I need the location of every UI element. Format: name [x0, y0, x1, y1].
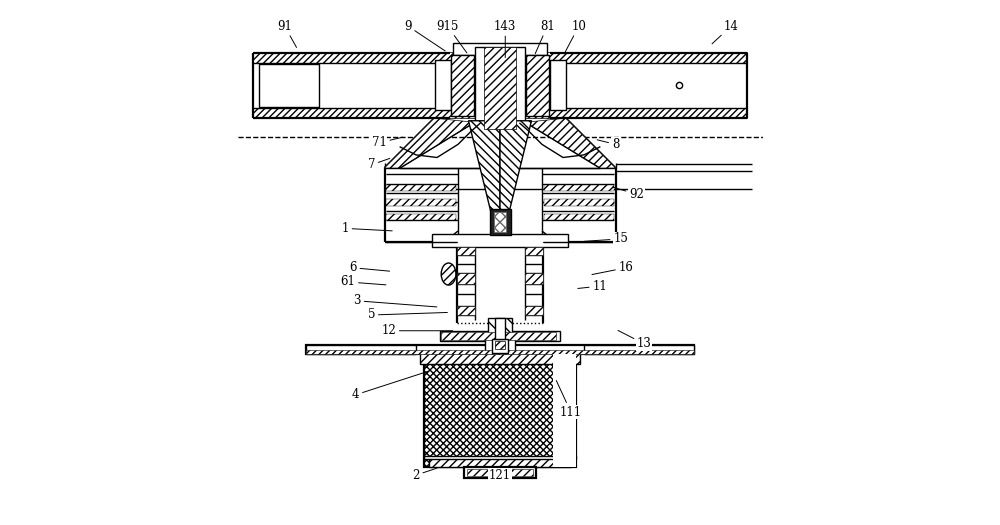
- Bar: [488, 318, 512, 339]
- Text: 1: 1: [341, 222, 392, 235]
- Text: 12: 12: [381, 324, 453, 337]
- Bar: [253, 108, 747, 118]
- Text: 15: 15: [584, 233, 628, 245]
- Text: 10: 10: [564, 20, 586, 54]
- Polygon shape: [468, 121, 500, 232]
- Text: 81: 81: [535, 20, 555, 54]
- Bar: [544, 185, 614, 191]
- Bar: [464, 467, 536, 478]
- Ellipse shape: [441, 263, 456, 285]
- Text: 915: 915: [436, 20, 467, 53]
- Bar: [525, 273, 543, 284]
- Bar: [258, 64, 319, 107]
- Bar: [386, 200, 456, 206]
- Bar: [584, 345, 694, 354]
- Bar: [441, 332, 556, 340]
- Text: 61: 61: [340, 276, 386, 288]
- Bar: [544, 214, 614, 220]
- Text: 3: 3: [353, 295, 437, 307]
- Text: 9: 9: [404, 20, 445, 51]
- Text: 11: 11: [578, 280, 607, 292]
- Bar: [424, 456, 576, 459]
- Text: 7: 7: [368, 159, 390, 171]
- Bar: [386, 214, 456, 220]
- Bar: [253, 52, 747, 118]
- Bar: [485, 339, 515, 353]
- Bar: [451, 55, 474, 116]
- Text: 4: 4: [352, 371, 429, 401]
- Bar: [420, 353, 580, 364]
- Polygon shape: [525, 118, 616, 168]
- Text: 92: 92: [613, 187, 644, 201]
- Bar: [495, 341, 505, 349]
- Bar: [386, 185, 456, 191]
- Text: 71: 71: [372, 136, 403, 149]
- Bar: [492, 339, 508, 353]
- Bar: [306, 350, 694, 354]
- Text: 8: 8: [597, 138, 619, 151]
- Text: 121: 121: [489, 469, 511, 481]
- Bar: [453, 43, 547, 55]
- Bar: [467, 469, 533, 476]
- Polygon shape: [500, 121, 532, 232]
- Bar: [490, 209, 511, 235]
- Bar: [525, 247, 543, 255]
- Text: 5: 5: [368, 309, 447, 321]
- Bar: [475, 47, 525, 129]
- Bar: [544, 200, 614, 206]
- Bar: [494, 212, 506, 232]
- Bar: [435, 60, 451, 110]
- Bar: [495, 318, 505, 339]
- Text: 2: 2: [412, 468, 437, 481]
- Bar: [457, 273, 475, 284]
- Bar: [550, 60, 566, 110]
- Bar: [457, 247, 475, 255]
- Bar: [552, 354, 576, 467]
- Text: 6: 6: [349, 261, 390, 274]
- Text: 14: 14: [712, 20, 738, 44]
- Text: 111: 111: [556, 381, 582, 418]
- Bar: [253, 52, 747, 63]
- Text: 91: 91: [277, 20, 297, 47]
- Bar: [440, 331, 560, 341]
- Bar: [432, 234, 568, 247]
- Bar: [306, 345, 694, 354]
- Bar: [525, 306, 543, 315]
- Bar: [484, 47, 516, 129]
- Polygon shape: [384, 118, 475, 168]
- Bar: [429, 458, 571, 467]
- Bar: [526, 55, 549, 116]
- Text: 143: 143: [494, 20, 516, 58]
- Bar: [306, 345, 416, 354]
- Bar: [457, 306, 475, 315]
- Text: 16: 16: [592, 261, 633, 275]
- Text: 13: 13: [618, 330, 652, 350]
- Bar: [424, 354, 576, 467]
